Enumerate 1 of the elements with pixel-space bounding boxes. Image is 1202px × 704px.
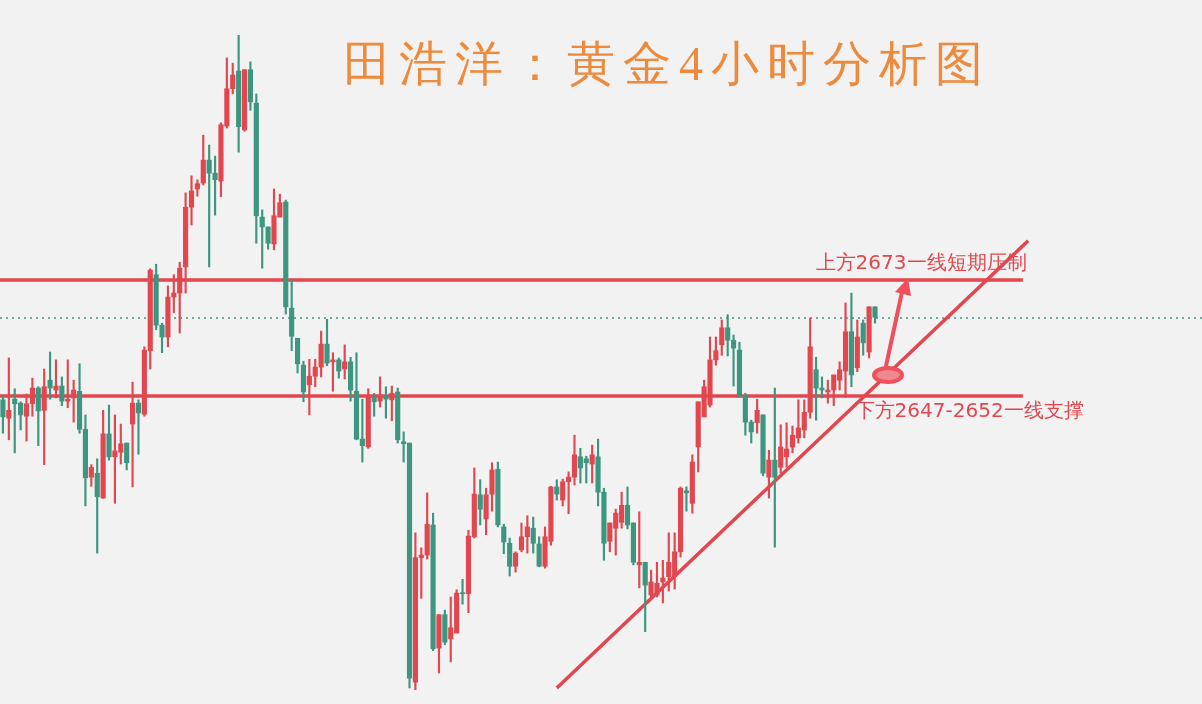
chart-title: 田浩洋：黄金4小时分析图 bbox=[342, 36, 992, 92]
